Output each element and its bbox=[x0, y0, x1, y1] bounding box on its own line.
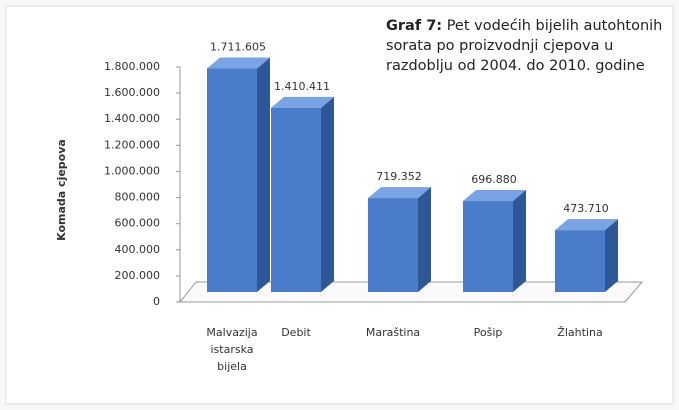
y-tick-label: 0 bbox=[153, 295, 160, 308]
x-tick-label-line: Pošip bbox=[474, 326, 503, 339]
x-tick-label-line: Malvazija bbox=[206, 326, 257, 339]
bar-front bbox=[207, 68, 257, 292]
x-tick-label: Debit bbox=[281, 326, 311, 339]
x-tick-label: Malvazija istarska bijela bbox=[206, 326, 257, 373]
bar-top bbox=[555, 219, 618, 231]
bar bbox=[368, 187, 431, 292]
bar-side bbox=[321, 96, 334, 292]
x-tick-label: Maraština bbox=[366, 326, 420, 339]
y-tick-label: 400.000 bbox=[115, 243, 161, 256]
data-label: 1.410.411 bbox=[274, 80, 330, 93]
bar-top bbox=[271, 96, 334, 108]
chart-frame bbox=[5, 5, 674, 405]
bar-side bbox=[513, 190, 526, 292]
x-tick-label-line: Žlahtina bbox=[557, 326, 602, 339]
bar-top bbox=[368, 187, 431, 199]
y-tick-label: 200.000 bbox=[115, 269, 161, 282]
y-tick-label: 1.600.000 bbox=[104, 86, 160, 99]
title-label: Graf 7: bbox=[386, 18, 443, 34]
y-axis-label: Komada cjepova bbox=[55, 139, 68, 241]
y-tick-label: 1.800.000 bbox=[104, 60, 160, 73]
bar bbox=[463, 190, 526, 292]
x-tick-label-line: istarska bbox=[210, 343, 253, 356]
bar-side bbox=[418, 187, 431, 292]
x-tick-label: Žlahtina bbox=[557, 326, 602, 339]
bar-top bbox=[463, 190, 526, 202]
x-tick-label-line: Maraština bbox=[366, 326, 420, 339]
data-label: 696.880 bbox=[471, 173, 517, 186]
bar bbox=[555, 219, 618, 292]
bar-front bbox=[555, 230, 605, 292]
y-tick-label: 600.000 bbox=[115, 217, 161, 230]
data-label: 1.711.605 bbox=[210, 41, 266, 54]
chart-title: Graf 7: Pet vodećih bijelih autohtonih s… bbox=[386, 16, 674, 76]
data-label: 719.352 bbox=[376, 170, 422, 183]
data-label: 473.710 bbox=[563, 202, 609, 215]
y-tick-label: 1.200.000 bbox=[104, 138, 160, 151]
bar-front bbox=[271, 107, 321, 292]
bar-front bbox=[368, 198, 418, 292]
y-tick-label: 1.000.000 bbox=[104, 164, 160, 177]
bar bbox=[271, 96, 334, 292]
x-tick-label-line: Debit bbox=[281, 326, 311, 339]
bar-front bbox=[463, 201, 513, 292]
x-tick-label: Pošip bbox=[474, 326, 503, 339]
bar bbox=[207, 57, 270, 292]
bar-side bbox=[605, 219, 618, 292]
y-tick-label: 1.400.000 bbox=[104, 112, 160, 125]
x-tick-label-line: bijela bbox=[217, 360, 247, 373]
title-text: Pet vodećih bijelih autohtonih sorata po… bbox=[386, 18, 663, 74]
bar-side bbox=[257, 57, 270, 292]
bar-top bbox=[207, 57, 270, 69]
y-tick-label: 800.000 bbox=[115, 191, 161, 204]
